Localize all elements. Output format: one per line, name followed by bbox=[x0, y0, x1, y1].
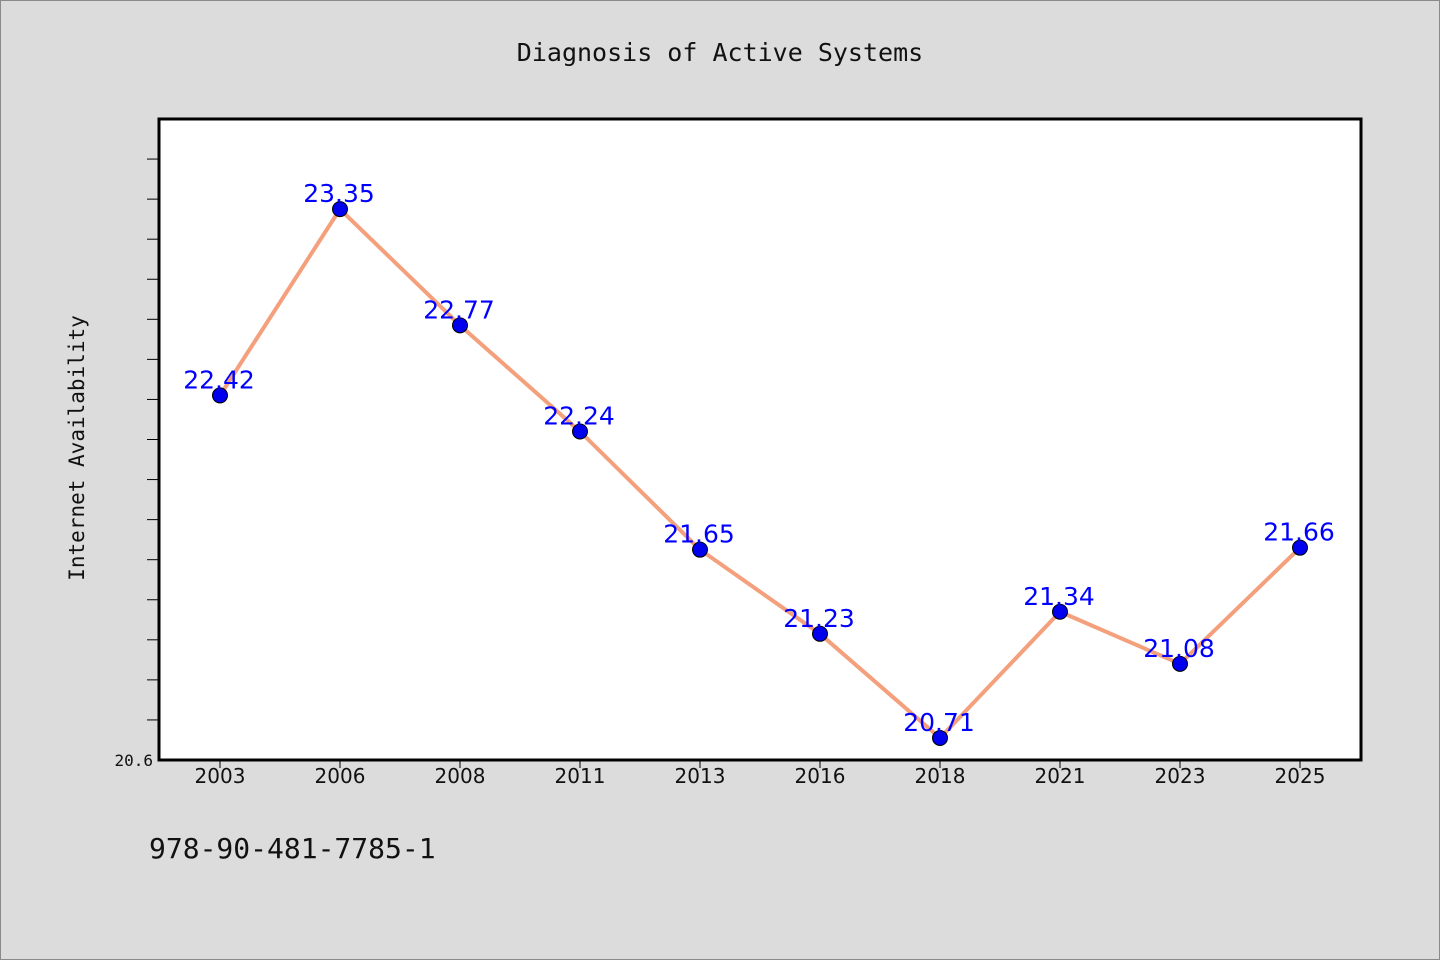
data-label: 23.35 bbox=[303, 179, 375, 208]
data-label: 21.66 bbox=[1263, 518, 1335, 547]
data-point bbox=[332, 201, 348, 218]
data-point bbox=[572, 423, 588, 440]
data-labels: 22.42 23.35 22.77 22.24 21.65 21.23 20.71 21.34… bbox=[183, 179, 1335, 737]
data-label: 21.65 bbox=[663, 520, 735, 549]
x-tick-label: 2006 bbox=[315, 764, 366, 788]
chart-title: Diagnosis of Active Systems bbox=[517, 38, 923, 67]
series-group bbox=[212, 201, 1308, 746]
data-label: 21.34 bbox=[1023, 582, 1095, 611]
data-label: 22.42 bbox=[183, 365, 255, 394]
x-tick-label: 2025 bbox=[1275, 764, 1326, 788]
data-point bbox=[452, 317, 468, 334]
x-tick-label: 2011 bbox=[555, 764, 606, 788]
x-tick-label: 2013 bbox=[675, 764, 726, 788]
data-label: 21.23 bbox=[783, 604, 855, 633]
x-tick-label: 2023 bbox=[1155, 764, 1206, 788]
y-tick-label: 20.6 bbox=[114, 751, 153, 770]
x-tick-label: 2008 bbox=[435, 764, 486, 788]
footer-code: 978-90-481-7785-1 bbox=[149, 832, 436, 865]
y-axis-ticks: 20.6 bbox=[114, 158, 159, 770]
data-point bbox=[1172, 655, 1188, 672]
data-point bbox=[692, 541, 708, 558]
x-axis-ticks: 2003 2006 2008 2011 2013 2016 2018 2021 2023 2025 bbox=[195, 760, 1326, 788]
data-point bbox=[1292, 539, 1308, 556]
data-label: 20.71 bbox=[903, 708, 975, 737]
x-tick-label: 2021 bbox=[1035, 764, 1086, 788]
x-tick-label: 2003 bbox=[195, 764, 246, 788]
x-tick-label: 2016 bbox=[795, 764, 846, 788]
data-label: 22.24 bbox=[543, 401, 615, 430]
data-point bbox=[212, 387, 228, 404]
y-axis-label: Internet Availability bbox=[65, 315, 89, 581]
data-label: 21.08 bbox=[1143, 634, 1215, 663]
data-point bbox=[812, 625, 828, 642]
x-tick-label: 2018 bbox=[915, 764, 966, 788]
data-label: 22.77 bbox=[423, 295, 495, 324]
series-line bbox=[218, 207, 1302, 740]
data-point bbox=[1052, 603, 1068, 620]
data-point bbox=[932, 729, 948, 746]
